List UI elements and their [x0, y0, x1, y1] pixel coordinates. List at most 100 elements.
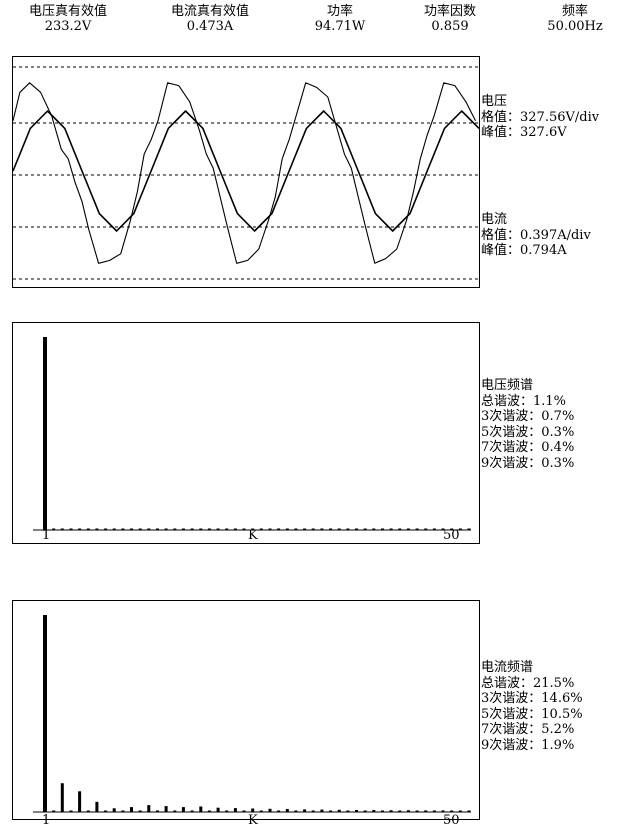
cspec-bar — [363, 810, 367, 812]
cspec-line: 3次谐波：14.6% — [481, 691, 583, 706]
vspec-bar — [78, 528, 82, 530]
vspec-bar — [69, 528, 73, 530]
current-peak: 峰值：0.794A — [481, 243, 567, 258]
cspec-bar — [424, 810, 428, 812]
header-value: 233.2V — [44, 19, 92, 34]
cspec-tick-mid: K — [248, 813, 258, 828]
vspec-bar — [130, 528, 133, 530]
vspec-bar — [294, 528, 298, 530]
cspec-bar — [216, 807, 220, 812]
cspec-bar — [60, 783, 64, 812]
voltage-peak: 峰值：327.6V — [481, 125, 567, 140]
cspec-bar — [164, 806, 168, 812]
current-info: 电流 格值：0.397A/div 峰值：0.794A — [481, 212, 591, 259]
vspec-bar — [381, 528, 384, 530]
vspec-line: 7次谐波：0.4% — [481, 440, 575, 455]
cspec-bar — [43, 615, 47, 812]
cspec-bar — [268, 808, 272, 812]
cspec-bar — [104, 810, 108, 812]
header-label: 功率 — [326, 4, 353, 19]
cspec-tick-end: 50 — [443, 813, 460, 828]
cspec-bar — [147, 805, 151, 812]
header-power-factor: 功率因数 0.859 — [400, 4, 500, 34]
cspec-bar — [86, 810, 90, 812]
header-value: 94.71W — [314, 19, 366, 34]
voltage-spectrum-panel — [12, 322, 480, 544]
vspec-bar — [190, 528, 194, 530]
vspec-bar — [329, 528, 333, 530]
cspec-bar — [233, 808, 237, 812]
current-series-line — [12, 82, 476, 264]
vspec-bar — [467, 528, 471, 530]
vspec-line: 9次谐波：0.3% — [481, 455, 575, 471]
cspec-line: 9次谐波：1.9% — [481, 737, 575, 753]
vspec-bar — [199, 528, 203, 530]
voltage-scale: 格值：327.56V/div — [481, 109, 600, 125]
header-value: 50.00Hz — [547, 19, 603, 34]
vspec-tick-end: 50 — [443, 528, 460, 543]
cspec-bar — [277, 810, 281, 812]
cspec-bar — [311, 810, 315, 812]
vspec-bar — [363, 528, 367, 530]
vspec-bar — [147, 528, 151, 530]
vspec-bar — [207, 528, 211, 530]
vspec-tick-mid: K — [248, 528, 258, 543]
vspec-bar — [355, 528, 358, 530]
cspec-bar — [294, 810, 298, 812]
cspec-bar — [458, 810, 462, 812]
vspec-bar — [225, 528, 229, 530]
vspec-bar — [164, 528, 168, 530]
cspec-line: 总谐波：21.5% — [481, 675, 575, 691]
vspec-bar — [311, 528, 315, 530]
header-label: 电流真有效值 — [170, 4, 249, 19]
current-scale: 格值：0.397A/div — [481, 227, 591, 243]
vspec-bar — [398, 528, 402, 530]
cspec-bar — [130, 807, 133, 812]
vspec-bar — [156, 528, 159, 530]
vspec-bar — [251, 528, 255, 530]
cspec-bar — [285, 809, 289, 812]
vspec-line: 5次谐波：0.3% — [481, 424, 575, 440]
cspec-bar — [121, 810, 125, 812]
cspec-bar — [398, 810, 402, 812]
cspec-bar — [406, 810, 410, 812]
vspec-bar — [277, 528, 281, 530]
vspec-bar — [138, 528, 142, 530]
vspec-bar — [346, 528, 350, 530]
cspec-bar — [303, 809, 307, 812]
vspec-bar — [415, 528, 419, 530]
current-title: 电流 — [481, 212, 508, 227]
vspec-bar — [441, 528, 445, 530]
cspec-bar — [173, 810, 177, 812]
vspec-bar — [216, 528, 220, 530]
voltage-spectrum-chart — [33, 337, 471, 531]
waveform-panel — [12, 56, 480, 288]
cspec-bar — [432, 810, 436, 812]
cspec-bar — [320, 809, 324, 812]
vspec-bar — [104, 528, 108, 530]
current-spectrum-info: 电流频谱 总谐波：21.5% 3次谐波：14.6% 5次谐波：10.5% 7次谐… — [481, 660, 583, 753]
cspec-bar — [415, 810, 419, 812]
cspec-bar — [225, 810, 229, 812]
vspec-bar — [242, 528, 246, 530]
cspec-bar — [381, 810, 384, 812]
vspec-bar — [52, 528, 56, 530]
vspec-bar — [320, 528, 324, 530]
vspec-bar — [60, 528, 64, 530]
cspec-bar — [156, 810, 159, 812]
header-frequency: 频率 50.00Hz — [530, 4, 620, 34]
vspec-bar — [121, 528, 125, 530]
voltage-title: 电压 — [481, 94, 508, 109]
vspec-line: 3次谐波：0.7% — [481, 409, 575, 424]
voltage-info: 电压 格值：327.56V/div 峰值：327.6V — [481, 94, 599, 141]
cspec-bar — [251, 808, 255, 812]
vspec-bar — [432, 528, 436, 530]
cspec-bar — [259, 810, 263, 812]
header-label: 频率 — [561, 4, 588, 19]
cspec-bar — [372, 810, 376, 812]
vspec-bar — [112, 528, 116, 530]
cspec-line: 7次谐波：5.2% — [481, 722, 575, 737]
vspec-bar — [86, 528, 90, 530]
vspec-title: 电压频谱 — [481, 378, 534, 393]
cspec-bar — [112, 808, 116, 812]
